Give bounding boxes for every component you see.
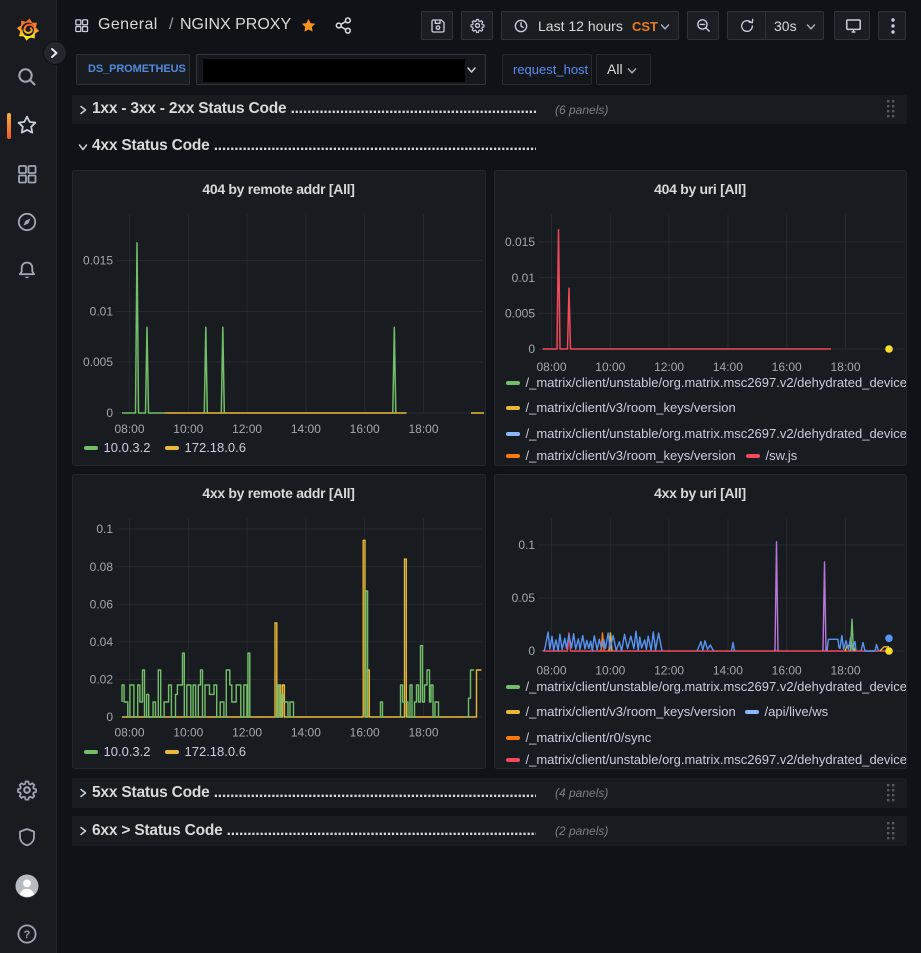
svg-text:0.08: 0.08	[89, 560, 113, 574]
svg-text:10:00: 10:00	[173, 726, 203, 740]
svg-text:0.01: 0.01	[89, 305, 113, 319]
svg-text:0.015: 0.015	[82, 254, 112, 268]
svg-text:16:00: 16:00	[771, 664, 801, 678]
svg-text:0.1: 0.1	[96, 522, 113, 536]
svg-text:12:00: 12:00	[232, 422, 262, 436]
svg-text:18:00: 18:00	[408, 726, 438, 740]
svg-text:16:00: 16:00	[771, 360, 801, 374]
svg-text:0.005: 0.005	[82, 355, 112, 369]
svg-text:0.005: 0.005	[504, 307, 534, 321]
svg-text:?: ?	[24, 929, 31, 941]
svg-text:0.015: 0.015	[504, 235, 534, 249]
svg-text:10:00: 10:00	[595, 360, 625, 374]
svg-text:10:00: 10:00	[595, 664, 625, 678]
svg-text:14:00: 14:00	[290, 422, 320, 436]
svg-text:0: 0	[106, 406, 113, 420]
svg-text:10:00: 10:00	[173, 422, 203, 436]
svg-text:14:00: 14:00	[712, 664, 742, 678]
svg-text:08:00: 08:00	[114, 726, 144, 740]
svg-text:0.05: 0.05	[511, 591, 535, 605]
svg-text:14:00: 14:00	[712, 360, 742, 374]
svg-text:18:00: 18:00	[830, 664, 860, 678]
svg-text:0.06: 0.06	[89, 597, 113, 611]
svg-text:08:00: 08:00	[536, 664, 566, 678]
svg-text:0.04: 0.04	[89, 635, 113, 649]
svg-text:0: 0	[528, 342, 535, 356]
svg-text:08:00: 08:00	[114, 422, 144, 436]
svg-text:18:00: 18:00	[830, 360, 860, 374]
svg-text:16:00: 16:00	[349, 726, 379, 740]
svg-text:0: 0	[528, 644, 535, 658]
svg-text:0.02: 0.02	[89, 673, 113, 687]
svg-text:12:00: 12:00	[654, 360, 684, 374]
svg-text:0.1: 0.1	[518, 538, 535, 552]
svg-text:16:00: 16:00	[349, 422, 379, 436]
svg-text:18:00: 18:00	[408, 422, 438, 436]
svg-text:0: 0	[106, 710, 113, 724]
svg-text:14:00: 14:00	[290, 726, 320, 740]
svg-text:12:00: 12:00	[654, 664, 684, 678]
svg-text:12:00: 12:00	[232, 726, 262, 740]
svg-text:0.01: 0.01	[511, 271, 535, 285]
svg-text:08:00: 08:00	[536, 360, 566, 374]
